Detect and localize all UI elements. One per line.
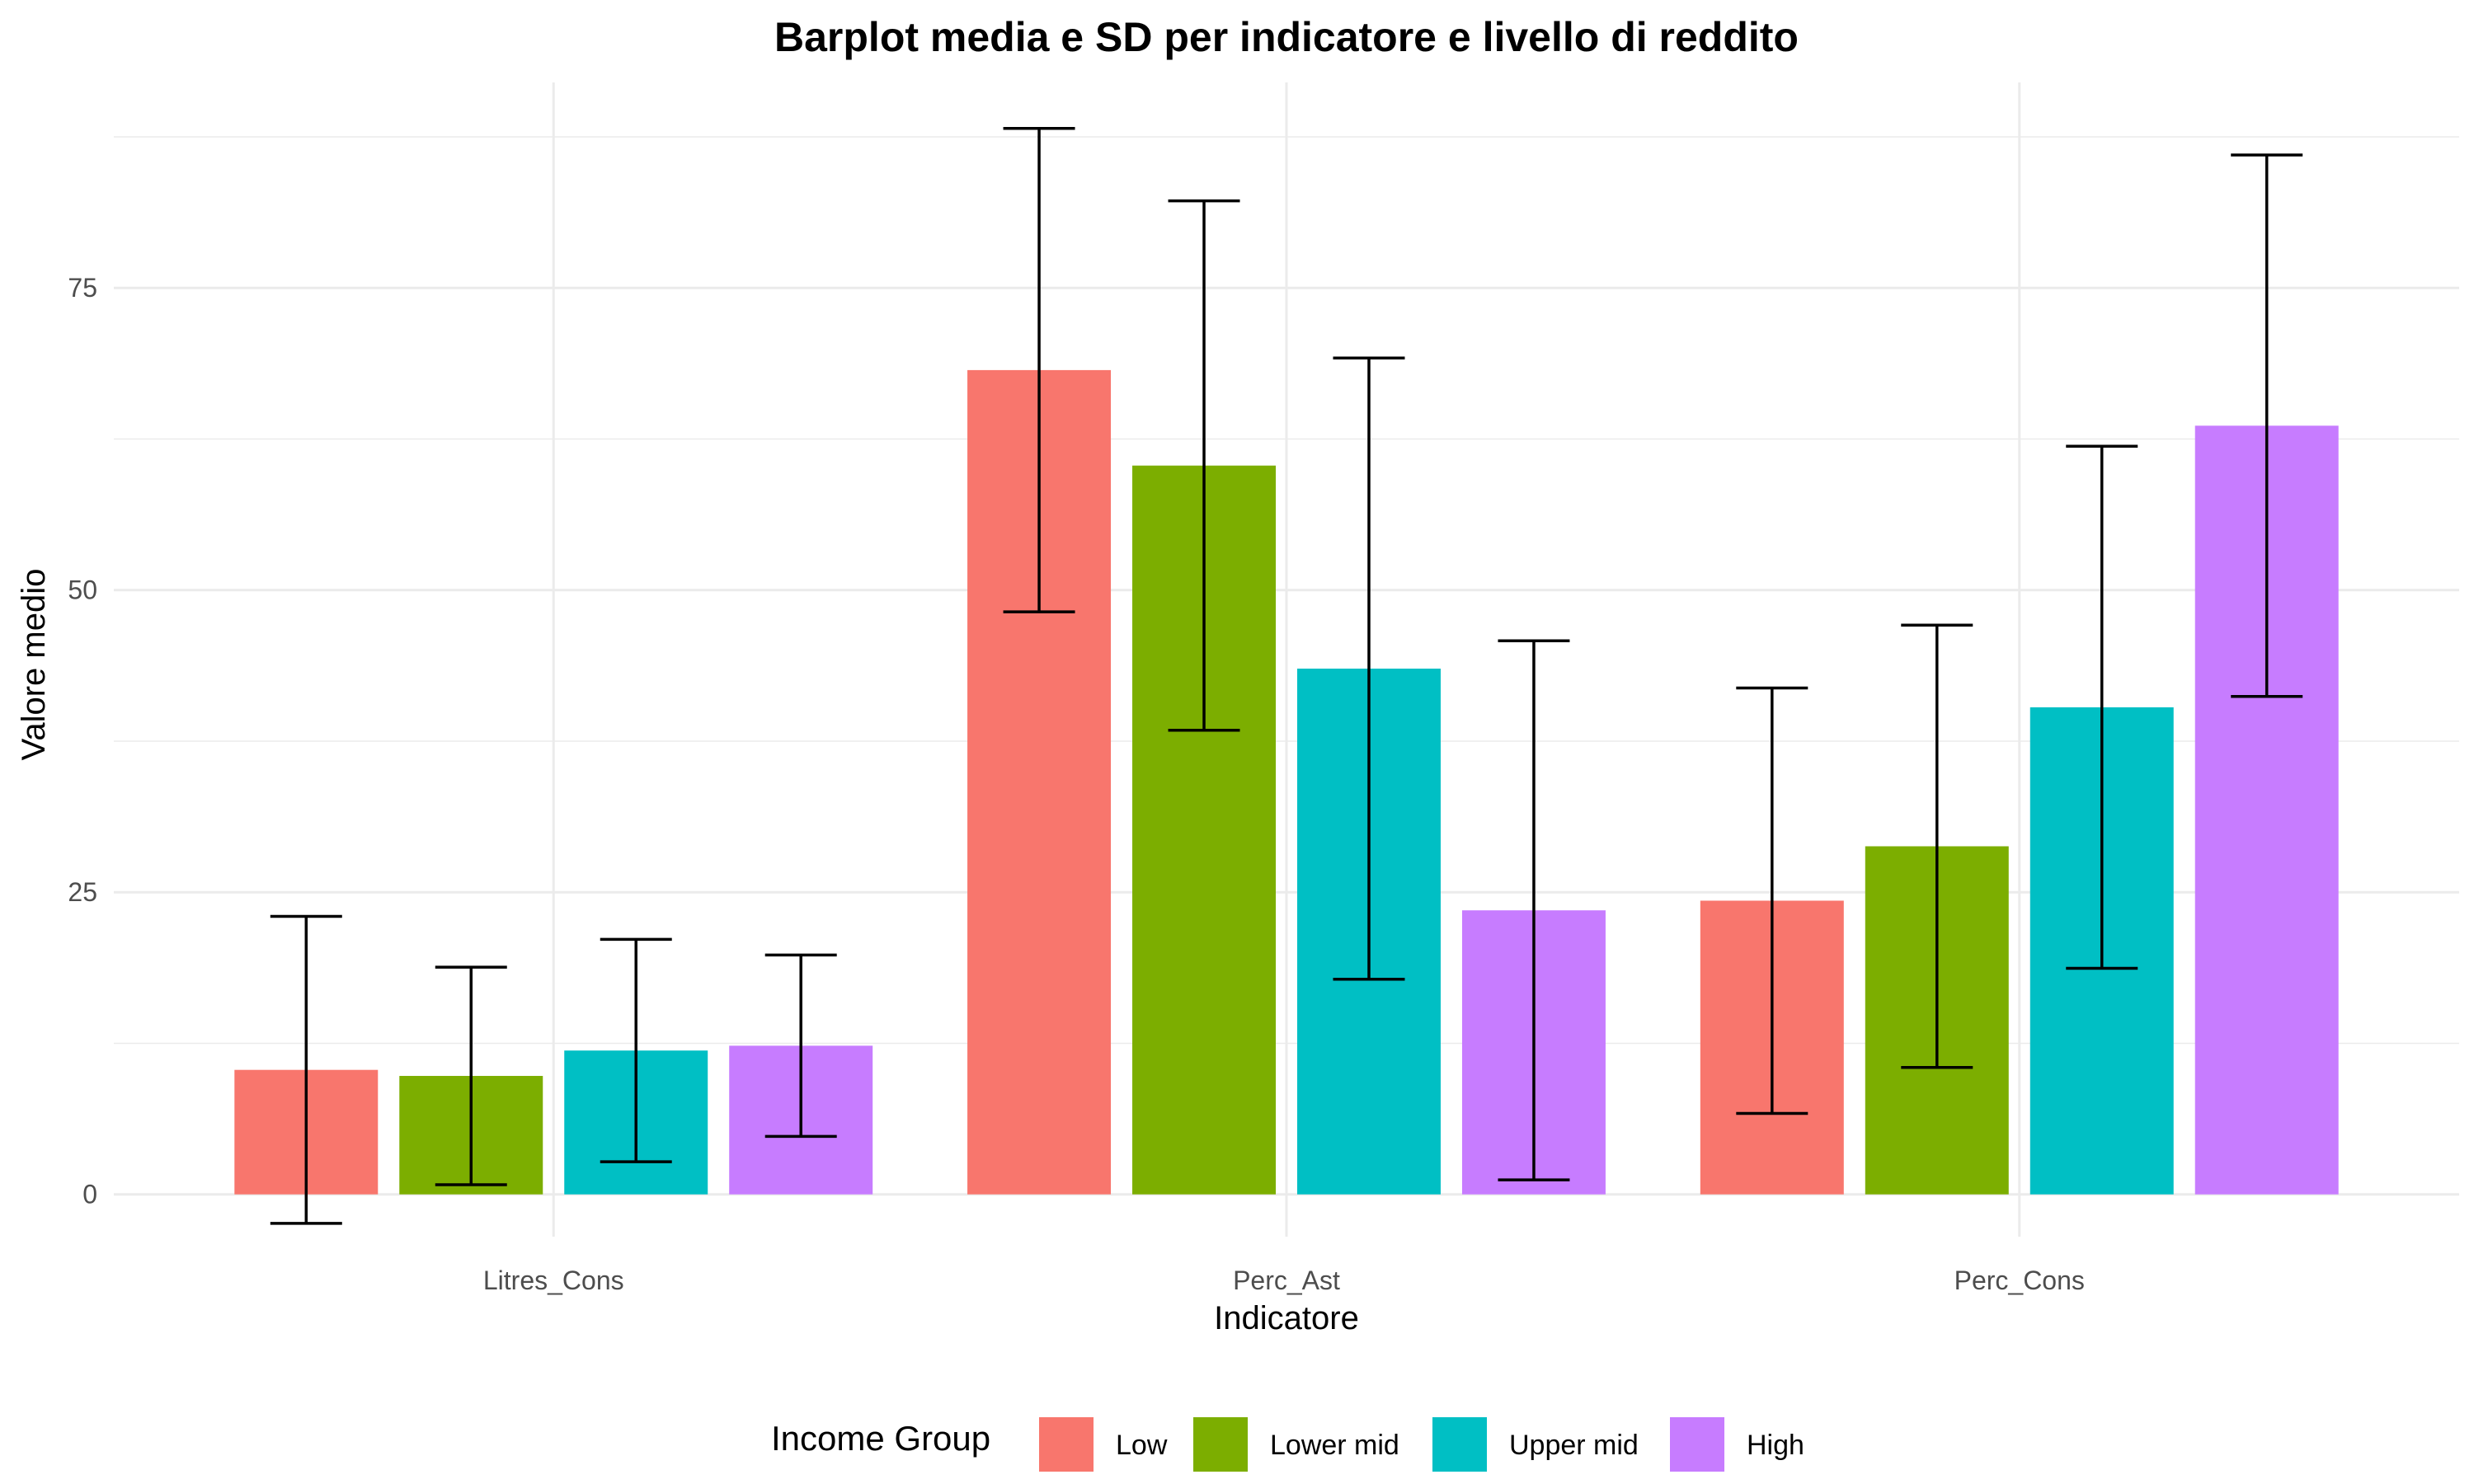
error-bar bbox=[1003, 126, 1075, 613]
error-bar bbox=[1736, 686, 1808, 1115]
y-tick-label: 50 bbox=[68, 575, 97, 605]
x-tick-label: Litres_Cons bbox=[483, 1266, 624, 1295]
error-bar bbox=[1498, 639, 1570, 1181]
x-tick-label: Perc_Ast bbox=[1233, 1266, 1340, 1295]
error-bar bbox=[1168, 199, 1240, 732]
legend-title: Income Group bbox=[771, 1419, 990, 1458]
legend-key bbox=[1432, 1417, 1487, 1472]
error-bar bbox=[1901, 623, 1973, 1069]
legend: Income Group Low Lower mid Upper mid High bbox=[771, 1417, 1804, 1472]
x-tick-label: Perc_Cons bbox=[1954, 1266, 2085, 1295]
legend-label: Low bbox=[1116, 1430, 1168, 1461]
y-axis-ticks: 0 25 50 75 bbox=[68, 273, 97, 1209]
y-tick-label: 25 bbox=[68, 877, 97, 907]
legend-key bbox=[1670, 1417, 1724, 1472]
y-tick-label: 75 bbox=[68, 273, 97, 303]
legend-label: Upper mid bbox=[1509, 1430, 1639, 1461]
legend-label: High bbox=[1747, 1430, 1804, 1461]
error-bar bbox=[270, 914, 342, 1225]
error-bar bbox=[2066, 444, 2138, 970]
error-bar bbox=[764, 953, 837, 1139]
legend-key bbox=[1193, 1417, 1248, 1472]
error-bar bbox=[600, 937, 672, 1163]
legend-label: Lower mid bbox=[1270, 1430, 1399, 1461]
y-tick-label: 0 bbox=[82, 1180, 97, 1209]
x-axis-title: Indicatore bbox=[1214, 1300, 1359, 1336]
error-bar bbox=[1333, 356, 1405, 981]
chart-title: Barplot media e SD per indicatore e live… bbox=[774, 14, 1799, 60]
error-bar bbox=[435, 965, 507, 1186]
x-axis-ticks: Litres_Cons Perc_Ast Perc_Cons bbox=[483, 1266, 2085, 1295]
grid-lines bbox=[114, 82, 2459, 1237]
error-bar bbox=[2231, 153, 2303, 698]
legend-key bbox=[1039, 1417, 1094, 1472]
error-bars bbox=[270, 126, 2303, 1225]
y-axis-title: Valore medio bbox=[16, 569, 52, 761]
